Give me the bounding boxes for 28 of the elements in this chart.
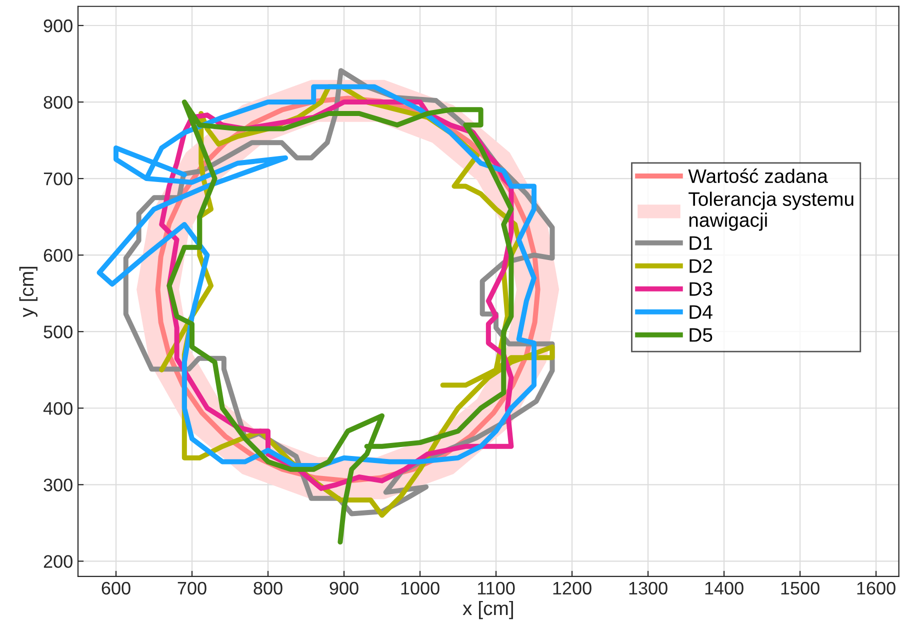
x-tick-label: 1200	[553, 582, 592, 595]
y-tick-label: 300	[44, 478, 72, 492]
x-tick-label: 1300	[629, 582, 668, 595]
y-tick-label: 800	[44, 96, 72, 109]
x-axis-title: x [cm]	[462, 600, 513, 620]
x-tick-label: 800	[254, 582, 282, 595]
y-tick-label: 700	[44, 172, 72, 186]
x-tick-label: 700	[178, 582, 206, 595]
legend-label: D5	[690, 328, 712, 342]
x-tick-label: 600	[102, 582, 130, 595]
y-tick-label: 600	[44, 249, 72, 262]
y-axis-title: y [cm]	[19, 266, 38, 318]
legend-label: D1	[690, 236, 712, 250]
legend-label: Tolerancja systemu nawigacji	[688, 192, 854, 231]
y-tick-label: 200	[44, 555, 72, 568]
x-tick-label: 900	[330, 582, 358, 595]
legend-label: D4	[690, 305, 712, 319]
y-tick-label: 900	[44, 19, 72, 32]
x-tick-label: 1600	[857, 582, 896, 595]
x-tick-label: 1500	[781, 582, 820, 595]
y-tick-label: 500	[44, 326, 72, 338]
x-tick-label: 1000	[401, 582, 440, 595]
y-tick-label: 400	[43, 402, 72, 415]
x-tick-label: 1100	[478, 582, 515, 595]
x-tick-label: 1400	[705, 582, 744, 595]
legend-label: D2	[690, 259, 712, 273]
legend-label: Wartość zadana	[688, 168, 828, 184]
legend-label: D3	[690, 282, 712, 296]
